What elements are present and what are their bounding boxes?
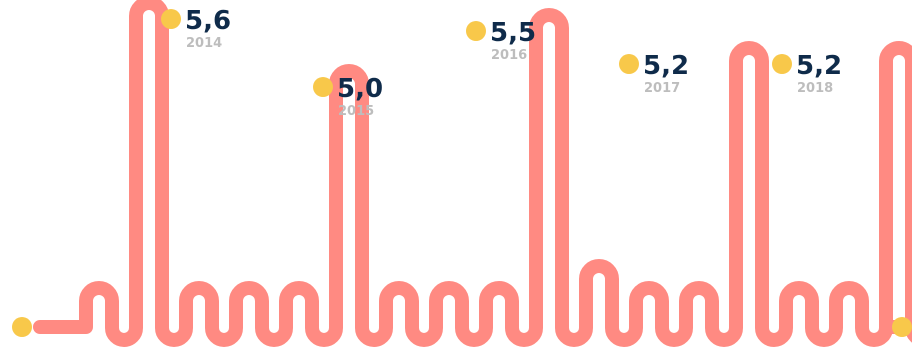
start-dot [12,317,32,337]
point-marker [313,77,333,97]
point-value-label: 5,2 [643,51,689,81]
point-year-label: 2017 [644,81,680,96]
point-year-label: 2014 [186,36,222,51]
point-value-label: 5,5 [490,18,536,48]
point-value-label: 5,0 [337,74,383,104]
point-marker [619,54,639,74]
point-value-label: 5,2 [796,51,842,81]
point-year-label: 2016 [491,48,527,63]
point-marker [161,9,181,29]
point-year-label: 2015 [338,104,374,119]
end-dot [892,317,912,337]
point-year-label: 2018 [797,81,833,96]
point-marker [466,21,486,41]
wavy-line [33,0,912,347]
point-marker [772,54,792,74]
point-value-label: 5,6 [185,6,231,36]
